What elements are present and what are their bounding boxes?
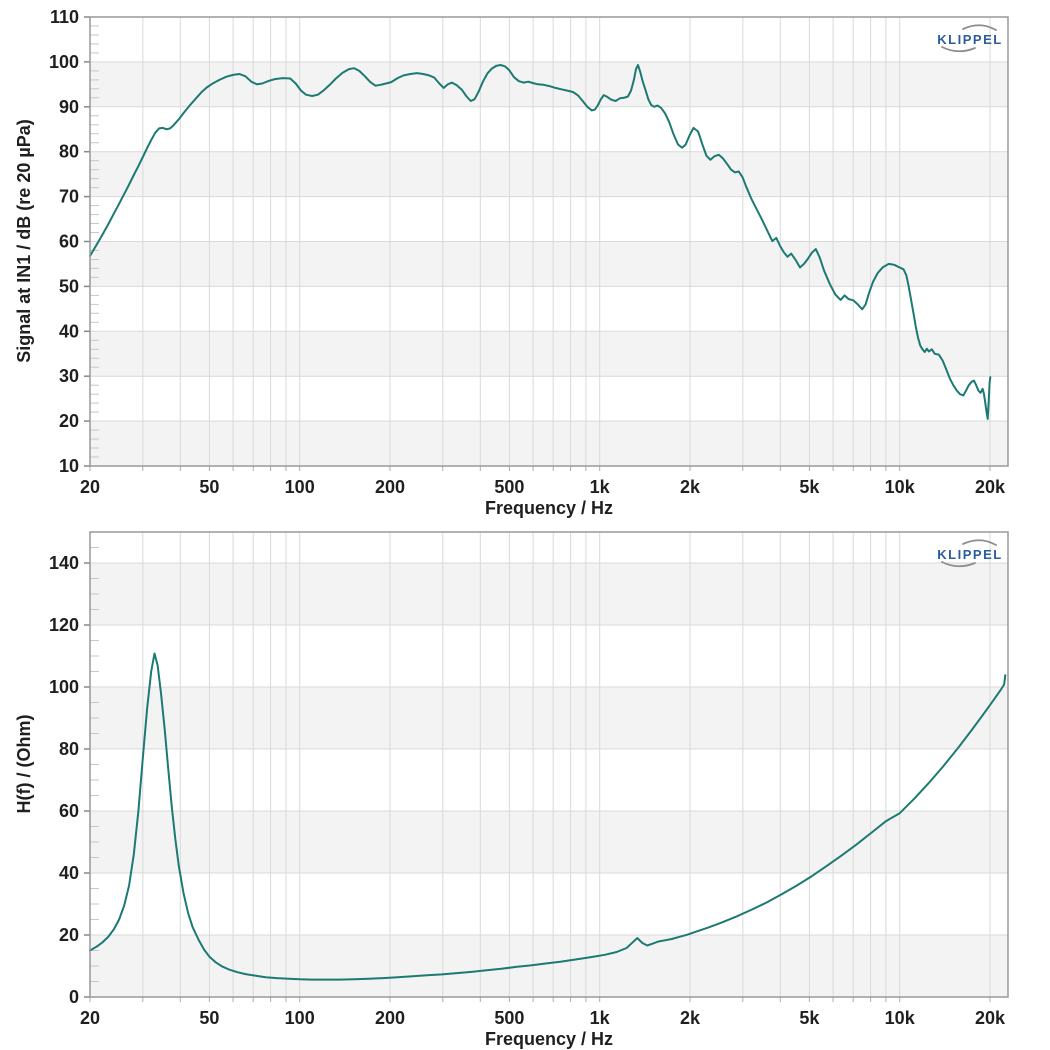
plot-stripe	[90, 811, 1008, 873]
y-tick-label: 120	[49, 615, 79, 635]
y-tick-label: 140	[49, 553, 79, 573]
logo-arc-bottom-icon	[941, 561, 976, 568]
plot-stripe	[90, 687, 1008, 749]
impedance-xaxis-title: Frequency / Hz	[485, 1029, 613, 1049]
y-tick-label: 80	[59, 142, 79, 162]
y-tick-label: 110	[50, 7, 79, 27]
y-tick-label: 0	[69, 987, 79, 1007]
plot-frame	[89, 16, 1009, 467]
spl-xaxis-title: Frequency / Hz	[485, 498, 613, 518]
y-tick-label: 20	[59, 925, 79, 945]
logo-arc-top-icon	[962, 24, 997, 31]
plot-stripe	[90, 421, 1008, 466]
y-tick-label: 50	[59, 276, 79, 296]
impedance-yaxis-title: H(f) / (Ohm)	[14, 715, 34, 814]
klippel-logo: KLIPPEL	[937, 539, 1002, 568]
x-tick-label: 1k	[590, 1008, 611, 1028]
impedance-curve	[89, 652, 1007, 981]
x-tick-label: 50	[199, 477, 219, 497]
x-tick-label: 2k	[680, 477, 701, 497]
klippel-logo: KLIPPEL	[937, 24, 1002, 53]
x-tick-label: 200	[375, 477, 405, 497]
y-tick-label: 100	[49, 52, 79, 72]
klippel-logo-text: KLIPPEL	[937, 547, 1002, 562]
x-tick-label: 100	[285, 477, 315, 497]
x-tick-label: 20	[80, 477, 100, 497]
plot-stripe	[90, 151, 1008, 197]
y-tick-label: 80	[59, 739, 79, 759]
x-tick-label: 500	[494, 477, 524, 497]
y-tick-label: 100	[49, 677, 79, 697]
logo-arc-top-icon	[962, 539, 997, 546]
spl-response-curve	[89, 64, 992, 420]
plot-stripe	[90, 935, 1008, 997]
y-tick-label: 60	[59, 801, 79, 821]
y-tick-label: 70	[59, 187, 79, 207]
x-tick-label: 10k	[885, 477, 916, 497]
x-tick-label: 5k	[799, 1008, 820, 1028]
y-tick-label: 90	[59, 97, 79, 117]
x-tick-label: 20k	[975, 477, 1006, 497]
x-tick-label: 20	[80, 1008, 100, 1028]
plot-stripe	[90, 331, 1008, 377]
y-tick-label: 30	[59, 366, 79, 386]
y-tick-label: 20	[59, 411, 79, 431]
y-tick-label: 40	[59, 321, 79, 341]
x-tick-label: 2k	[680, 1008, 701, 1028]
x-tick-label: 50	[199, 1008, 219, 1028]
plot-frame	[89, 531, 1009, 998]
logo-arc-bottom-icon	[941, 46, 976, 53]
y-tick-label: 10	[59, 456, 79, 476]
x-tick-label: 20k	[975, 1008, 1006, 1028]
y-tick-label: 40	[59, 863, 79, 883]
x-tick-label: 10k	[885, 1008, 916, 1028]
x-tick-label: 1k	[590, 477, 611, 497]
plot-stripe	[90, 563, 1008, 625]
spl-yaxis-title: Signal at IN1 / dB (re 20 µPa)	[14, 119, 34, 362]
y-tick-label: 60	[59, 232, 79, 252]
x-tick-label: 5k	[799, 477, 820, 497]
x-tick-label: 100	[285, 1008, 315, 1028]
plot-stripe	[90, 241, 1008, 287]
plot-stripe	[90, 61, 1008, 107]
x-tick-label: 500	[494, 1008, 524, 1028]
klippel-logo-text: KLIPPEL	[937, 32, 1002, 47]
x-tick-label: 200	[375, 1008, 405, 1028]
